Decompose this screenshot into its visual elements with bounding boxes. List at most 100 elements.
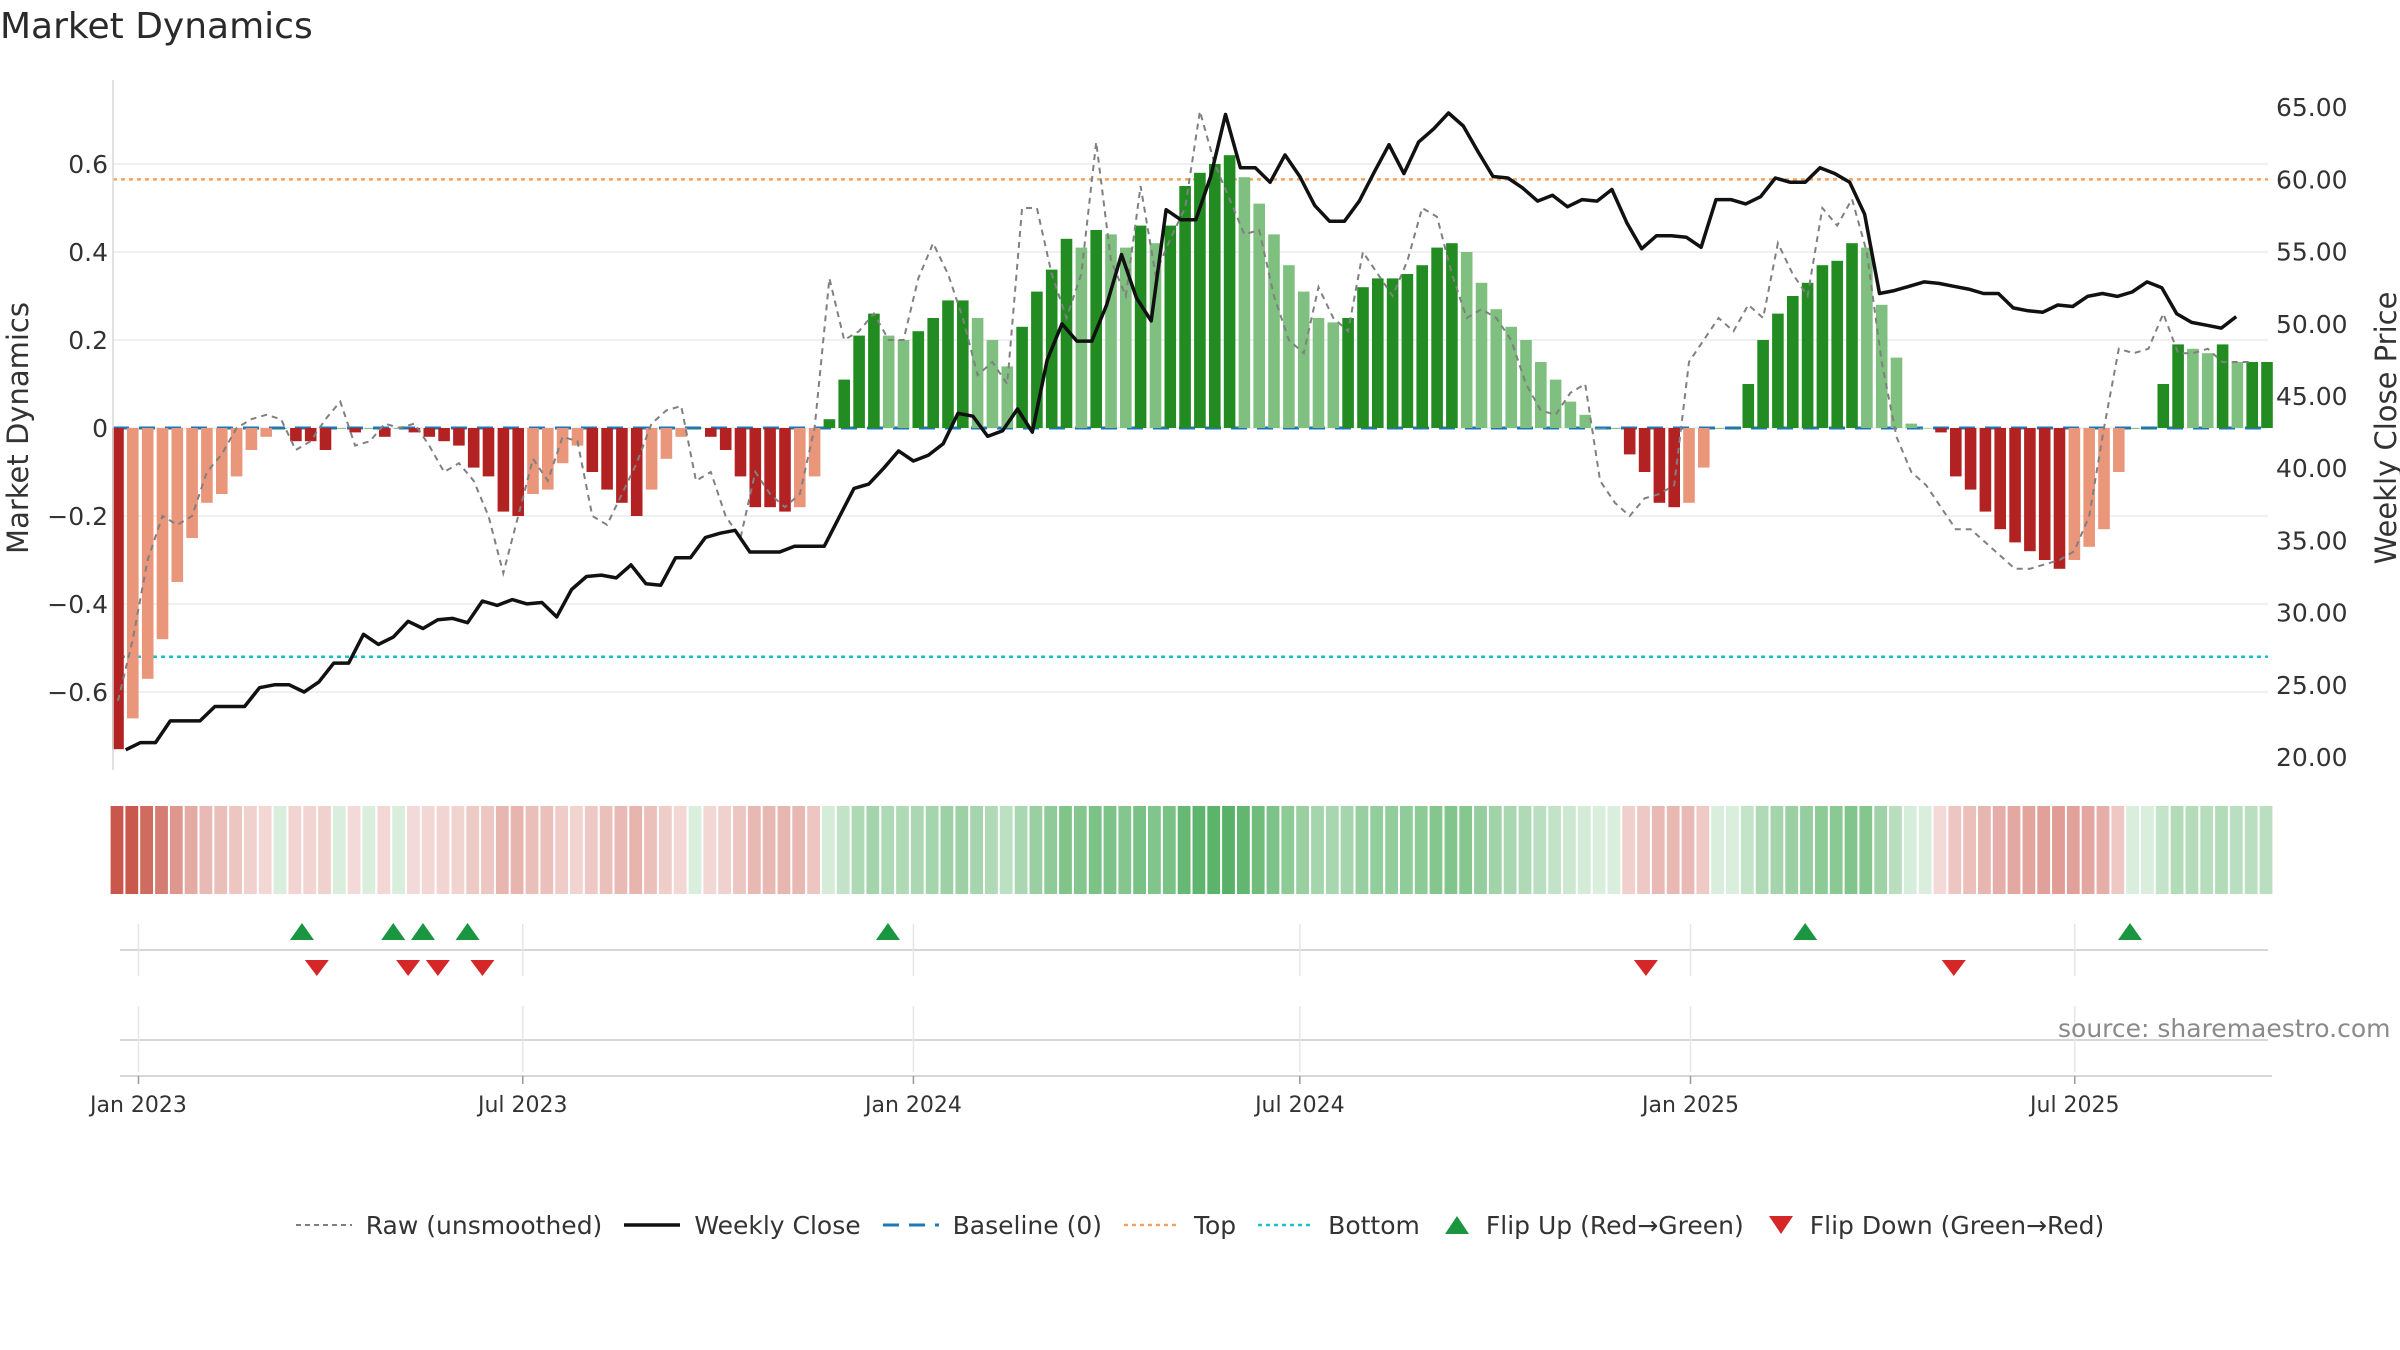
dynamics-bar <box>586 428 599 472</box>
dynamics-bar <box>1579 414 1592 428</box>
heat-cell <box>688 806 702 894</box>
right-tick-label: 40.00 <box>2276 454 2348 483</box>
dynamics-bar <box>2187 348 2199 428</box>
dynamics-bar <box>156 428 169 640</box>
heat-cell <box>1785 806 1799 894</box>
heat-cell <box>2185 806 2199 894</box>
heat-cell <box>2007 806 2021 894</box>
heat-cell <box>1222 806 1235 894</box>
dynamics-bar <box>1268 234 1280 428</box>
x-tick-label: Jan 2024 <box>863 1093 962 1118</box>
heat-cell <box>2022 806 2036 894</box>
heat-cell <box>347 806 361 894</box>
heat-cell <box>2259 806 2273 894</box>
heat-cell <box>1311 806 1324 894</box>
heat-cell <box>244 806 257 894</box>
heat-cell <box>2229 806 2243 894</box>
heat-cell <box>1518 806 1532 894</box>
heat-cell <box>1325 806 1339 894</box>
heat-cell <box>199 806 213 894</box>
heat-cell <box>436 806 450 894</box>
dynamics-bar <box>1727 428 1740 429</box>
dynamics-bar <box>1549 379 1562 428</box>
heat-cell <box>421 806 435 894</box>
heat-cell <box>1711 806 1724 894</box>
heat-cell <box>318 806 331 894</box>
heat-cell <box>570 806 583 894</box>
heat-cell <box>1251 806 1265 894</box>
flip-down-marker <box>425 960 450 976</box>
heat-cell <box>703 806 717 894</box>
heat-cell <box>673 806 687 894</box>
heat-cell <box>718 806 731 894</box>
dynamics-bar <box>2261 362 2273 428</box>
dynamics-bar <box>1446 243 1458 428</box>
heat-cell <box>1088 806 1102 894</box>
dynamics-bar <box>2098 428 2110 530</box>
right-tick-label: 65.00 <box>2276 93 2348 122</box>
heat-cell <box>1385 806 1398 894</box>
dynamics-bar <box>1416 265 1428 428</box>
axes: 0.6 0.4 0.2 0 −0.2 −0.4 −0.6 65.00 60.00 55.00 50.… <box>1 80 2400 772</box>
dynamics-bar <box>1683 428 1695 503</box>
heat-cell <box>1637 806 1650 894</box>
heat-cell <box>1740 806 1754 894</box>
dynamics-bar <box>112 428 124 750</box>
dynamics-bar <box>823 419 836 428</box>
dynamics-bar <box>2068 428 2081 560</box>
dynamics-bar <box>1075 247 1088 428</box>
chart-title: Market Dynamics <box>0 6 313 47</box>
heat-cell <box>1696 806 1710 894</box>
heat-cell <box>1192 806 1206 894</box>
dynamics-bar <box>1905 423 1918 428</box>
right-axis-label: Weekly Close Price <box>2369 292 2400 565</box>
dynamics-bar <box>349 428 361 433</box>
legend: Raw (unsmoothed) Weekly Close Baseline (… <box>0 1205 2400 1245</box>
heat-cell <box>125 806 139 894</box>
heat-cell <box>1548 806 1561 894</box>
left-tick-label: 0 <box>92 414 108 443</box>
heat-cell <box>584 806 598 894</box>
left-tick-label: −0.2 <box>47 502 108 531</box>
dynamics-bar <box>794 428 806 508</box>
heat-cell <box>866 806 880 894</box>
raw-line-swatch <box>295 1224 352 1226</box>
heat-cell <box>1918 806 1932 894</box>
heat-cell <box>303 806 317 894</box>
heat-cell <box>896 806 909 894</box>
heat-cell <box>1844 806 1858 894</box>
x-tick-label: Jan 2025 <box>1640 1093 1739 1118</box>
heat-cell <box>555 806 568 894</box>
dynamics-bar <box>453 428 465 446</box>
heat-cell <box>1414 806 1428 894</box>
right-tick-label: 25.00 <box>2276 671 2348 700</box>
heat-cell <box>1340 806 1354 894</box>
dynamics-bar <box>630 428 643 516</box>
heat-cell <box>1355 806 1369 894</box>
heat-cell <box>1400 806 1413 894</box>
heat-cell <box>1933 806 1947 894</box>
heat-cell <box>644 806 657 894</box>
heat-cell <box>747 806 761 894</box>
left-axis-label: Market Dynamics <box>1 302 35 554</box>
heat-cell <box>1118 806 1132 894</box>
heat-cell <box>169 806 183 894</box>
heat-cell <box>1770 806 1784 894</box>
dynamics-bar <box>1890 357 1903 428</box>
dynamics-bar <box>1016 326 1028 428</box>
dynamics-bar <box>1490 309 1503 428</box>
legend-baseline: Baseline (0) <box>882 1211 1102 1240</box>
heat-cell <box>1533 806 1547 894</box>
flip-down-marker <box>470 960 495 976</box>
flip-up-marker <box>381 923 406 940</box>
legend-flip-down: Flip Down (Green→Red) <box>1766 1211 2104 1240</box>
right-tick-label: 35.00 <box>2276 526 2348 555</box>
heat-cell <box>1488 806 1502 894</box>
heat-cell <box>1800 806 1813 894</box>
dynamics-bar <box>275 428 287 429</box>
heat-cell <box>2244 806 2258 894</box>
dynamics-bar <box>853 335 865 428</box>
heat-cell <box>1281 806 1295 894</box>
dynamics-bar <box>1787 296 1799 428</box>
heat-cell <box>1903 806 1917 894</box>
